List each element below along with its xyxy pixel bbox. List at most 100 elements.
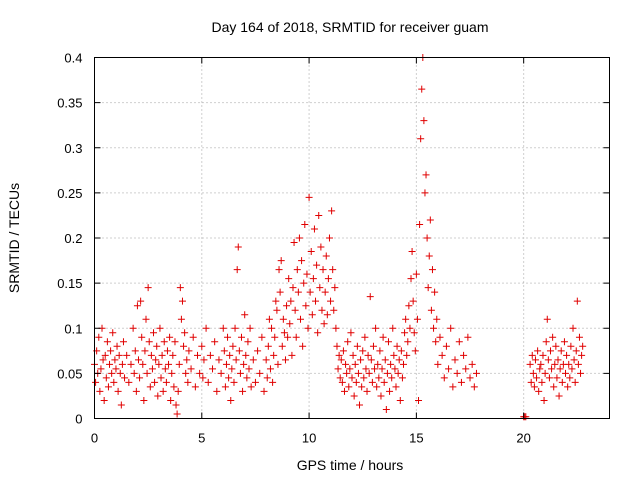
data-point xyxy=(304,324,312,332)
data-point xyxy=(558,378,566,386)
data-point xyxy=(191,383,199,391)
data-point xyxy=(168,369,176,377)
data-point xyxy=(279,315,287,323)
data-point xyxy=(554,356,562,364)
data-point xyxy=(381,356,389,364)
data-point xyxy=(300,279,308,287)
data-point xyxy=(221,383,229,391)
data-point xyxy=(140,396,148,404)
data-point xyxy=(334,365,342,373)
data-point xyxy=(290,239,298,247)
data-point xyxy=(133,302,141,310)
data-point xyxy=(263,374,271,382)
data-point xyxy=(276,288,284,296)
data-point xyxy=(288,351,296,359)
data-point xyxy=(141,347,149,355)
data-point xyxy=(544,356,552,364)
data-point xyxy=(125,378,133,386)
data-point xyxy=(119,338,127,346)
data-point xyxy=(280,329,288,337)
data-point xyxy=(251,378,259,386)
data-point xyxy=(462,365,470,373)
data-point xyxy=(277,257,285,265)
data-point xyxy=(293,266,301,274)
data-point xyxy=(357,356,365,364)
data-point xyxy=(421,189,429,197)
data-point xyxy=(271,333,279,341)
data-point xyxy=(372,324,380,332)
data-point xyxy=(422,171,430,179)
data-point xyxy=(556,365,564,373)
data-point xyxy=(237,333,245,341)
data-point xyxy=(412,270,420,278)
data-point xyxy=(415,396,423,404)
data-point xyxy=(172,401,180,409)
data-point xyxy=(472,369,480,377)
data-point xyxy=(258,333,266,341)
data-point xyxy=(254,347,262,355)
data-point xyxy=(283,302,291,310)
data-point xyxy=(123,351,131,359)
data-point xyxy=(107,347,115,355)
data-point xyxy=(148,365,156,373)
data-point xyxy=(470,383,478,391)
data-point xyxy=(423,234,431,242)
data-point xyxy=(548,365,556,373)
data-point xyxy=(389,324,397,332)
data-point xyxy=(273,306,281,314)
x-axis-ticks: 0 5 10 15 20 xyxy=(91,57,531,446)
data-point xyxy=(426,216,434,224)
data-point xyxy=(368,378,376,386)
data-point xyxy=(232,356,240,364)
data-point xyxy=(562,369,570,377)
data-point xyxy=(178,297,186,305)
data-point xyxy=(285,275,293,283)
grid-lines xyxy=(94,57,610,419)
data-point xyxy=(113,342,121,350)
x-tick-label: 10 xyxy=(302,431,316,446)
data-point xyxy=(323,311,331,319)
data-point xyxy=(424,284,432,292)
y-axis-label: SRMTID / TECUs xyxy=(6,183,22,293)
data-point xyxy=(528,351,536,359)
data-point xyxy=(281,356,289,364)
data-point xyxy=(154,392,162,400)
x-tick-label: 0 xyxy=(91,431,98,446)
data-point xyxy=(363,387,371,395)
data-point xyxy=(239,387,247,395)
data-point xyxy=(151,378,159,386)
data-point xyxy=(184,378,192,386)
data-point xyxy=(312,297,320,305)
data-point xyxy=(134,356,142,364)
data-point xyxy=(96,387,104,395)
data-point xyxy=(129,324,137,332)
data-point xyxy=(270,351,278,359)
data-point xyxy=(384,338,392,346)
data-point xyxy=(371,365,379,373)
data-point xyxy=(209,365,217,373)
data-point xyxy=(194,351,201,359)
data-points xyxy=(91,54,587,421)
data-point xyxy=(362,365,370,373)
data-point xyxy=(575,333,583,341)
data-point xyxy=(537,360,545,368)
data-point xyxy=(138,333,146,341)
data-point xyxy=(413,315,421,323)
data-point xyxy=(388,374,396,382)
data-point xyxy=(560,338,568,346)
data-point xyxy=(416,220,424,228)
data-point xyxy=(150,329,158,337)
data-point xyxy=(137,297,145,305)
data-point xyxy=(543,315,551,323)
data-point xyxy=(145,338,153,346)
data-point xyxy=(147,351,155,359)
data-point xyxy=(343,369,351,377)
data-point xyxy=(376,347,384,355)
data-point xyxy=(391,365,399,373)
data-point xyxy=(339,347,347,355)
data-point xyxy=(527,378,535,386)
data-point xyxy=(217,369,225,377)
data-point xyxy=(360,374,368,382)
data-point xyxy=(99,356,107,364)
data-point xyxy=(535,387,543,395)
